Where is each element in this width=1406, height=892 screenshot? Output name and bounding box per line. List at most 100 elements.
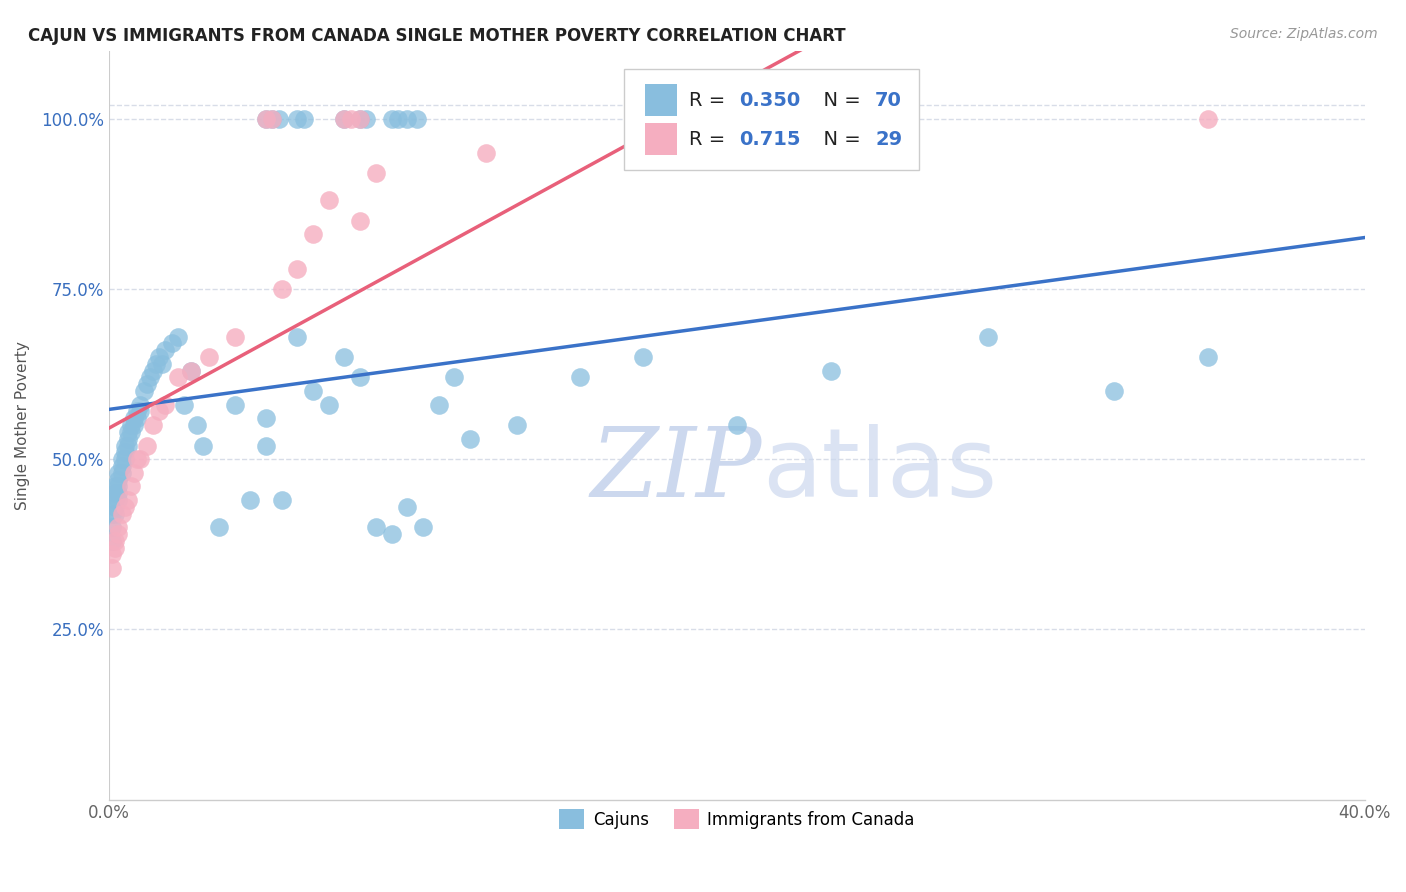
Point	[396, 500, 419, 514]
Text: 70: 70	[875, 91, 901, 110]
Point	[474, 145, 496, 160]
Point	[318, 194, 340, 208]
Point	[285, 112, 308, 126]
Point	[117, 438, 139, 452]
Point	[101, 507, 124, 521]
Point	[349, 214, 371, 228]
Point	[180, 364, 202, 378]
Text: 29: 29	[875, 129, 903, 149]
Point	[224, 398, 246, 412]
Point	[120, 418, 142, 433]
Point	[267, 112, 290, 126]
Point	[117, 493, 139, 508]
Point	[349, 370, 371, 384]
Point	[333, 350, 356, 364]
Point	[110, 507, 132, 521]
Point	[114, 445, 136, 459]
Text: N =: N =	[811, 129, 868, 149]
Point	[977, 329, 1000, 343]
Point	[443, 370, 465, 384]
Point	[1197, 112, 1219, 126]
Point	[122, 466, 145, 480]
Point	[1102, 384, 1125, 398]
FancyBboxPatch shape	[624, 70, 920, 170]
Point	[150, 357, 173, 371]
Point	[380, 527, 402, 541]
Point	[104, 533, 127, 548]
Point	[427, 398, 450, 412]
Point	[270, 282, 292, 296]
Point	[380, 112, 402, 126]
Point	[412, 520, 434, 534]
Point	[104, 507, 127, 521]
Point	[339, 112, 361, 126]
Point	[142, 364, 165, 378]
Point	[356, 112, 378, 126]
Point	[820, 364, 842, 378]
Point	[101, 548, 124, 562]
Point	[129, 452, 152, 467]
Point	[364, 166, 387, 180]
Point	[387, 112, 409, 126]
Point	[117, 432, 139, 446]
Point	[120, 425, 142, 439]
Point	[405, 112, 427, 126]
Point	[458, 432, 481, 446]
Point	[139, 370, 162, 384]
Point	[127, 452, 149, 467]
Point	[333, 112, 356, 126]
Point	[107, 473, 129, 487]
Point	[506, 418, 529, 433]
Point	[107, 493, 129, 508]
Point	[198, 350, 221, 364]
Point	[104, 500, 127, 514]
Point	[122, 411, 145, 425]
Point	[631, 350, 654, 364]
Text: Source: ZipAtlas.com: Source: ZipAtlas.com	[1230, 27, 1378, 41]
Point	[107, 479, 129, 493]
Point	[110, 458, 132, 473]
Point	[302, 384, 325, 398]
Point	[148, 350, 170, 364]
Point	[104, 486, 127, 500]
Legend: Cajuns, Immigrants from Canada: Cajuns, Immigrants from Canada	[553, 803, 921, 836]
Point	[318, 398, 340, 412]
Point	[120, 479, 142, 493]
Point	[1197, 350, 1219, 364]
Point	[101, 561, 124, 575]
Point	[167, 329, 190, 343]
Point	[239, 493, 262, 508]
Point	[167, 370, 190, 384]
Point	[114, 438, 136, 452]
Point	[254, 112, 277, 126]
Point	[129, 404, 152, 418]
Point	[117, 425, 139, 439]
Point	[224, 329, 246, 343]
Point	[186, 418, 208, 433]
Point	[110, 466, 132, 480]
FancyBboxPatch shape	[645, 123, 676, 155]
Point	[725, 418, 748, 433]
Point	[127, 404, 149, 418]
Point	[107, 466, 129, 480]
Point	[270, 493, 292, 508]
Text: R =: R =	[689, 129, 731, 149]
Point	[262, 112, 284, 126]
Point	[285, 329, 308, 343]
Point	[107, 520, 129, 534]
Point	[160, 336, 183, 351]
Point	[349, 112, 371, 126]
Point	[180, 364, 202, 378]
Point	[114, 452, 136, 467]
Point	[132, 384, 155, 398]
Point	[101, 520, 124, 534]
Point	[104, 479, 127, 493]
Point	[104, 493, 127, 508]
Point	[208, 520, 231, 534]
Point	[122, 418, 145, 433]
Point	[135, 377, 157, 392]
Point	[364, 520, 387, 534]
Point	[173, 398, 195, 412]
Point	[568, 370, 591, 384]
Text: atlas: atlas	[762, 424, 997, 516]
